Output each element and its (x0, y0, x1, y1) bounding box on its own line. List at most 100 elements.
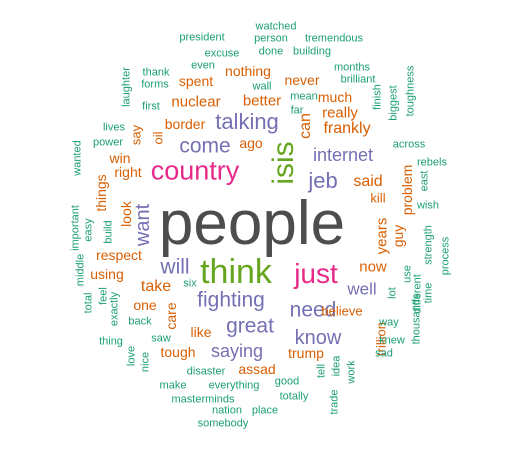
word-jeb: jeb (308, 168, 338, 193)
word-believe: believe (321, 303, 363, 319)
word-mean: mean (290, 90, 318, 103)
word-far: far (290, 104, 304, 117)
word-watched: watched (255, 20, 297, 33)
word-toughness: toughness (404, 65, 417, 117)
word-border: border (164, 116, 206, 132)
word-people: people (158, 189, 346, 258)
word-said: said (353, 173, 383, 190)
word-strength: strength (422, 225, 435, 265)
word-thing: thing (99, 335, 123, 348)
word-lives: lives (102, 121, 126, 134)
word-years: years (373, 217, 391, 255)
word-excuse: excuse (204, 47, 240, 60)
word-back: back (128, 315, 152, 328)
word-better: better (242, 92, 282, 110)
word-forms: forms (141, 78, 169, 91)
word-even: even (191, 59, 215, 72)
word-wanted: wanted (71, 140, 84, 176)
word-nice: nice (139, 351, 152, 373)
word-way: way (379, 316, 399, 329)
word-masterminds: masterminds (171, 393, 235, 406)
word-disaster: disaster (186, 365, 226, 378)
word-know: know (294, 327, 342, 349)
word-finish: finish (371, 84, 384, 110)
word-using: using (90, 266, 124, 282)
word-total: total (82, 292, 95, 314)
word-country: country (150, 155, 240, 186)
word-one: one (133, 297, 157, 313)
word-middle: middle (74, 253, 87, 287)
word-brilliant: brilliant (340, 73, 376, 86)
word-nuclear: nuclear (171, 93, 221, 111)
word-much: much (317, 89, 353, 105)
word-things: things (93, 174, 109, 212)
word-say: say (128, 124, 144, 146)
word-take: take (140, 278, 172, 295)
word-person: person (254, 32, 288, 45)
word-wall: wall (252, 80, 272, 93)
word-talking: talking (215, 109, 279, 134)
word-wish: wish (416, 199, 440, 212)
word-saying: saying (210, 341, 264, 361)
word-come: come (179, 134, 231, 158)
word-internet: internet (312, 145, 374, 165)
word-work: work (345, 360, 358, 384)
word-ago: ago (239, 135, 263, 151)
word-somebody: somebody (197, 417, 249, 430)
word-problem: problem (399, 164, 415, 216)
word-guy: guy (390, 224, 406, 248)
word-good: good (274, 375, 300, 388)
word-frankly: frankly (323, 120, 371, 137)
word-fighting: fighting (197, 288, 265, 312)
word-laughter: laughter (120, 67, 133, 107)
word-president: president (179, 31, 225, 44)
word-power: power (93, 136, 123, 149)
word-important: important (69, 205, 82, 251)
word-first: first (142, 100, 160, 113)
word-can: can (297, 113, 314, 139)
word-need: need (289, 298, 337, 322)
word-well: well (347, 279, 377, 299)
word-place: place (251, 404, 279, 417)
word-building: building (293, 45, 331, 58)
word-want: want (132, 203, 154, 247)
word-tremendous: tremendous (304, 32, 364, 45)
word-nation: nation (212, 404, 242, 417)
word-look: look (118, 201, 134, 227)
word-biggest: biggest (387, 85, 400, 121)
word-kill: kill (370, 190, 386, 206)
word-easy: easy (82, 218, 95, 242)
word-east: east (418, 170, 431, 192)
word-thousands: thousands (410, 293, 423, 345)
word-six: six (183, 277, 197, 290)
word-done: done (258, 45, 284, 58)
word-time: time (422, 282, 435, 304)
word-just: just (294, 258, 338, 289)
word-trade: trade (328, 389, 341, 415)
word-lot: lot (386, 287, 399, 299)
word-will: will (160, 255, 190, 279)
word-really: really (322, 104, 358, 122)
word-build: build (102, 220, 115, 244)
word-process: process (439, 236, 452, 276)
word-make: make (159, 379, 187, 392)
word-never: never (284, 72, 320, 88)
word-win: win (109, 150, 131, 166)
word-right: right (114, 164, 142, 180)
word-across: across (392, 138, 426, 151)
word-isis: isis (267, 141, 300, 185)
word-sad: sad (375, 347, 393, 360)
word-love: love (125, 345, 138, 367)
word-thank: thank (142, 66, 170, 79)
word-saw: saw (151, 332, 171, 345)
word-everything: everything (208, 379, 260, 392)
word-months: months (333, 61, 371, 74)
word-now: now (359, 258, 387, 276)
word-great: great (226, 314, 274, 338)
word-trump: trump (288, 345, 324, 361)
word-rebels: rebels (417, 156, 447, 169)
word-knew: knew (379, 334, 405, 347)
word-nothing: nothing (225, 63, 271, 79)
word-exactly: exactly (108, 291, 121, 327)
